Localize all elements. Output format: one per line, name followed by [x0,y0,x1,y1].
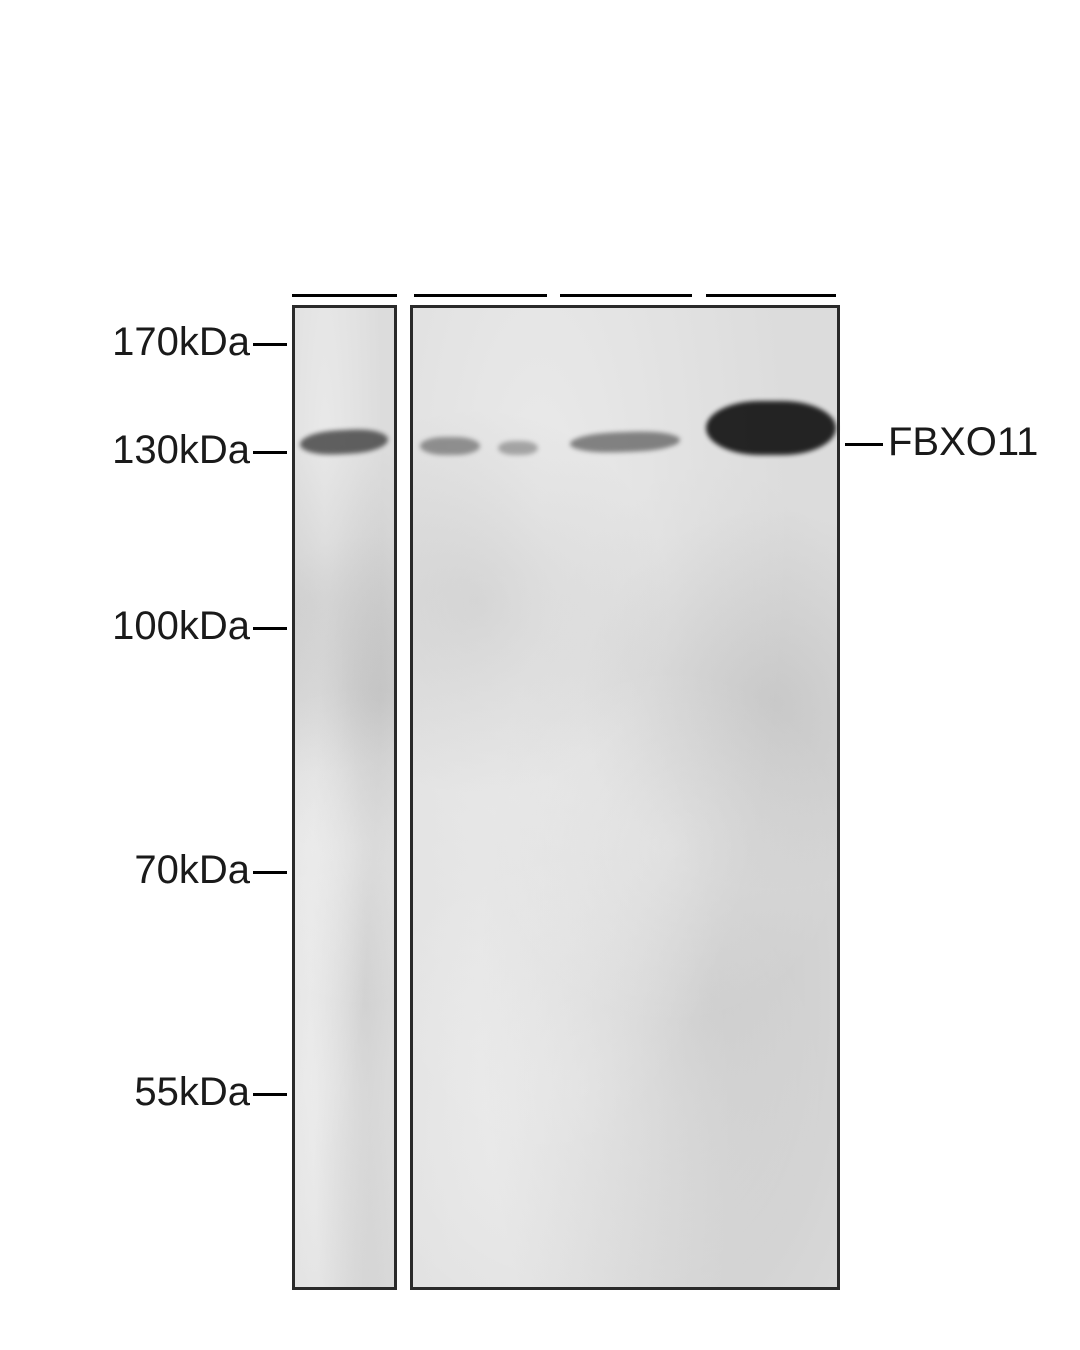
target-label-fbxo11: FBXO11 [888,420,1038,465]
mw-tick-130 [253,451,287,454]
western-blot-figure: HeLa Mouse spleen Mouse ovary Mouse lung… [0,0,1080,1350]
lane-underline-mouse-spleen [414,294,547,297]
band-lung-fbxo11 [706,401,836,455]
mw-tick-70 [253,871,287,874]
mw-tick-170 [253,343,287,346]
lane-labels-container: HeLa Mouse spleen Mouse ovary Mouse lung [0,0,1080,300]
mw-tick-55 [253,1093,287,1096]
mw-marker-170: 170kDa [0,320,250,365]
lane-underline-hela [292,294,397,297]
lane-underline-mouse-lung [706,294,836,297]
mw-marker-130: 130kDa [0,428,250,473]
mw-marker-100: 100kDa [0,604,250,649]
lane-underline-mouse-ovary [560,294,692,297]
mw-tick-100 [253,627,287,630]
target-tick-fbxo11 [845,443,883,446]
band-spleen-fbxo11-a [420,437,480,455]
mw-marker-55: 55kDa [0,1070,250,1115]
mw-marker-70: 70kDa [0,848,250,893]
blot-noise [295,308,394,1287]
band-spleen-fbxo11-b [498,441,538,455]
